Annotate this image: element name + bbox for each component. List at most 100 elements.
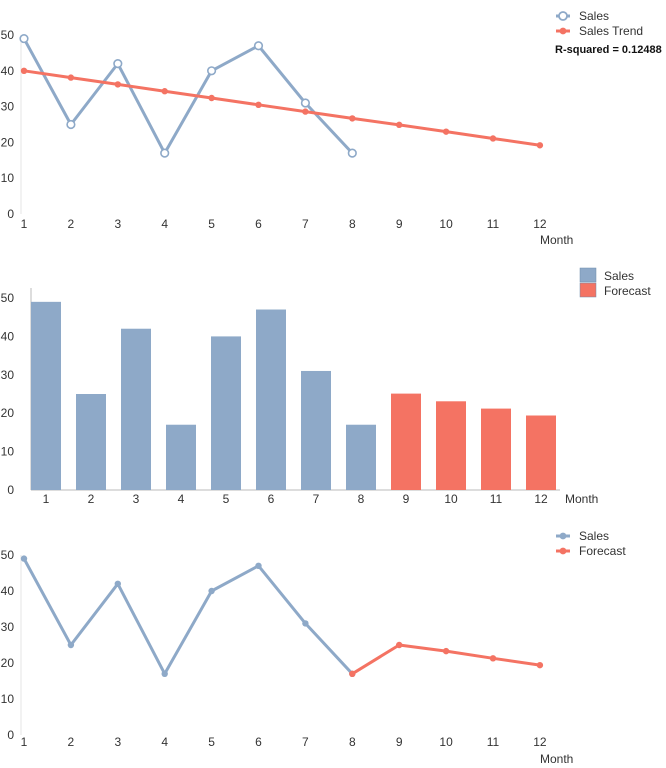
- x-tick-label: 12: [533, 217, 547, 231]
- data-point: [160, 148, 170, 158]
- x-tick-label: 9: [396, 217, 403, 231]
- x-tick-label: 11: [487, 735, 500, 749]
- data-point: [114, 580, 122, 587]
- legend-item: Sales: [556, 529, 609, 543]
- y-tick-label: 40: [1, 584, 15, 598]
- legend-label: Sales: [579, 9, 609, 23]
- data-point: [300, 98, 311, 108]
- legend-label: Sales Trend: [579, 24, 643, 38]
- series-line: [22, 69, 542, 147]
- series-0: [20, 555, 356, 677]
- legend-item: Forecast: [579, 282, 651, 298]
- x-axis-title: Month: [540, 233, 573, 247]
- x-tick-label: 10: [439, 735, 453, 749]
- legend-marker: [559, 532, 567, 540]
- y-tick-label: 20: [1, 135, 15, 149]
- legend-marker: [558, 11, 568, 21]
- y-tick-label: 10: [1, 692, 15, 706]
- y-tick-label: 50: [1, 291, 15, 305]
- data-point: [253, 41, 264, 51]
- y-tick-label: 30: [1, 368, 15, 382]
- legend-label: Forecast: [579, 544, 626, 558]
- legend-item: Sales: [579, 267, 634, 283]
- data-point: [349, 115, 356, 122]
- x-tick-label: 1: [43, 492, 50, 506]
- y-tick-label: 0: [7, 483, 14, 497]
- data-point: [20, 67, 28, 75]
- x-axis-title: Month: [565, 492, 598, 506]
- x-tick-label: 1: [21, 217, 28, 231]
- x-tick-label: 3: [133, 492, 140, 506]
- data-point: [161, 88, 168, 95]
- bar: [526, 415, 556, 490]
- x-tick-label: 7: [313, 492, 320, 506]
- y-tick-label: 0: [7, 728, 14, 742]
- y-tick-label: 30: [1, 100, 15, 114]
- data-point: [255, 562, 262, 569]
- series-1: [349, 641, 544, 677]
- y-tick-label: 30: [1, 620, 15, 634]
- bar: [121, 328, 151, 490]
- series-1: [391, 393, 556, 490]
- x-tick-label: 4: [178, 492, 185, 506]
- data-point: [489, 655, 497, 662]
- data-point: [207, 66, 217, 76]
- data-point: [66, 119, 76, 130]
- x-tick-label: 5: [208, 217, 215, 231]
- bar: [391, 393, 421, 490]
- x-tick-label: 7: [302, 735, 309, 749]
- series-line: [22, 557, 354, 676]
- data-point: [442, 128, 450, 135]
- data-point: [442, 647, 450, 655]
- bar: [31, 301, 61, 490]
- x-tick-label: 12: [533, 735, 547, 749]
- x-tick-label: 10: [444, 492, 458, 506]
- legend-swatch: [579, 282, 597, 298]
- data-point: [396, 641, 403, 649]
- x-tick-label: 5: [208, 735, 215, 749]
- x-tick-label: 6: [255, 735, 262, 749]
- x-tick-label: 6: [268, 492, 275, 506]
- data-point: [67, 74, 75, 81]
- x-tick-label: 6: [255, 217, 262, 231]
- data-point: [113, 59, 123, 69]
- x-tick-label: 4: [161, 217, 168, 231]
- x-tick-label: 2: [88, 492, 95, 506]
- x-tick-label: 2: [68, 735, 75, 749]
- x-tick-label: 8: [349, 217, 356, 231]
- x-tick-label: 1: [21, 735, 28, 749]
- data-point: [19, 33, 29, 44]
- x-tick-label: 11: [490, 492, 503, 506]
- legend-marker: [559, 547, 567, 555]
- legend-item: Sales: [556, 9, 609, 23]
- x-tick-label: 3: [114, 217, 121, 231]
- data-point: [347, 148, 357, 158]
- x-tick-label: 11: [487, 217, 500, 231]
- data-point: [208, 587, 215, 595]
- x-axis-title: Month: [540, 752, 573, 766]
- x-tick-label: 4: [161, 735, 168, 749]
- bar: [211, 336, 241, 490]
- y-tick-label: 50: [1, 28, 15, 42]
- series-0: [31, 301, 376, 490]
- bar: [76, 394, 106, 490]
- y-tick-label: 20: [1, 656, 15, 670]
- data-point: [161, 670, 168, 677]
- y-tick-label: 50: [1, 548, 15, 562]
- x-tick-label: 12: [534, 492, 548, 506]
- y-tick-label: 10: [1, 445, 15, 459]
- legend-label: Forecast: [604, 284, 651, 298]
- data-point: [536, 661, 544, 669]
- data-point: [20, 555, 28, 562]
- r-squared-annotation: R-squared = 0.12488: [555, 44, 662, 56]
- y-tick-label: 0: [7, 207, 14, 221]
- bar: [166, 424, 196, 490]
- series-1: [20, 67, 544, 149]
- legend-marker: [559, 27, 567, 35]
- x-tick-label: 2: [68, 217, 75, 231]
- data-point: [489, 135, 497, 142]
- legend-item: Sales Trend: [556, 24, 643, 38]
